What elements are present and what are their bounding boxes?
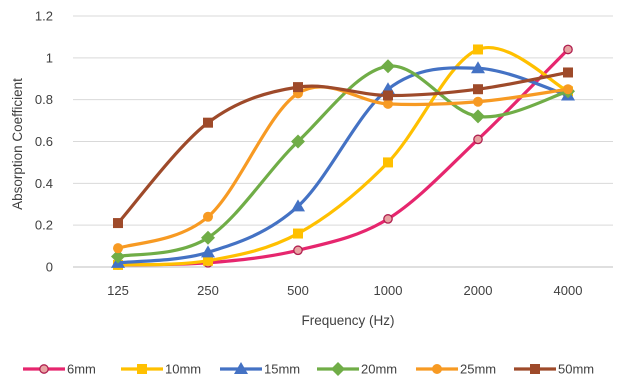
data-point (203, 255, 213, 266)
gridlines (73, 15, 613, 268)
y-tick-label: 0.8 (35, 92, 53, 107)
legend-swatch-marker (331, 362, 345, 376)
legend: 6mm 10mm 15mm 20mm 25mm 50mm (23, 362, 594, 377)
series-50mm (113, 67, 573, 229)
data-point (383, 90, 393, 101)
legend-label: 25mm (460, 362, 496, 377)
y-axis-title: Absorption Coefficient (10, 78, 25, 210)
data-point (473, 96, 483, 107)
legend-swatch-marker (137, 364, 147, 374)
data-point (563, 67, 573, 78)
data-point (473, 44, 483, 55)
data-point (471, 109, 485, 124)
data-point (383, 157, 393, 168)
legend-label: 10mm (165, 362, 201, 377)
legend-label: 20mm (361, 362, 397, 377)
series-line (116, 70, 570, 225)
data-point (563, 84, 573, 95)
legend-item-20mm: 20mm (317, 362, 397, 377)
legend-item-50mm: 50mm (514, 362, 594, 377)
legend-swatch-marker (234, 362, 248, 374)
x-tick-label: 250 (197, 283, 219, 298)
y-tick-label: 0.6 (35, 134, 53, 149)
legend-swatch-marker (530, 364, 540, 374)
x-axis-title: Frequency (Hz) (301, 313, 394, 328)
legend-item-6mm: 6mm (23, 362, 96, 377)
x-axis-ticks: 125 250 500 1000 2000 4000 (107, 283, 582, 298)
data-point (203, 211, 213, 222)
legend-item-25mm: 25mm (416, 362, 496, 377)
x-tick-label: 4000 (554, 283, 583, 298)
y-tick-label: 0.2 (35, 218, 53, 233)
data-point (473, 134, 483, 145)
x-tick-label: 1000 (374, 283, 403, 298)
data-point (203, 117, 213, 128)
y-axis-ticks: 0 0.2 0.4 0.6 0.8 1 1.2 (35, 9, 53, 275)
data-point (471, 61, 485, 74)
data-point (291, 199, 305, 212)
data-point (201, 230, 215, 245)
legend-label: 50mm (558, 362, 594, 377)
data-point (293, 82, 303, 93)
x-tick-label: 125 (107, 283, 129, 298)
data-point (383, 98, 393, 109)
y-tick-label: 0 (46, 260, 53, 275)
data-point (201, 245, 215, 258)
legend-label: 6mm (67, 362, 96, 377)
y-tick-label: 0.4 (35, 176, 53, 191)
y-tick-label: 1.2 (35, 9, 53, 24)
legend-item-15mm: 15mm (220, 362, 300, 377)
data-point (473, 84, 483, 95)
data-point (291, 134, 305, 149)
data-point (113, 243, 123, 254)
legend-label: 15mm (264, 362, 300, 377)
data-point (381, 59, 395, 74)
data-point (293, 228, 303, 239)
legend-item-10mm: 10mm (121, 362, 201, 377)
data-point (383, 214, 393, 224)
data-point (293, 245, 303, 256)
y-tick-label: 1 (46, 50, 53, 65)
legend-swatch-marker (39, 364, 49, 374)
data-point (111, 249, 125, 264)
series-lines (111, 44, 575, 270)
x-tick-label: 2000 (464, 283, 493, 298)
data-point (113, 218, 123, 229)
legend-swatch-marker (432, 364, 442, 374)
x-tick-label: 500 (287, 283, 309, 298)
data-point (563, 44, 573, 55)
